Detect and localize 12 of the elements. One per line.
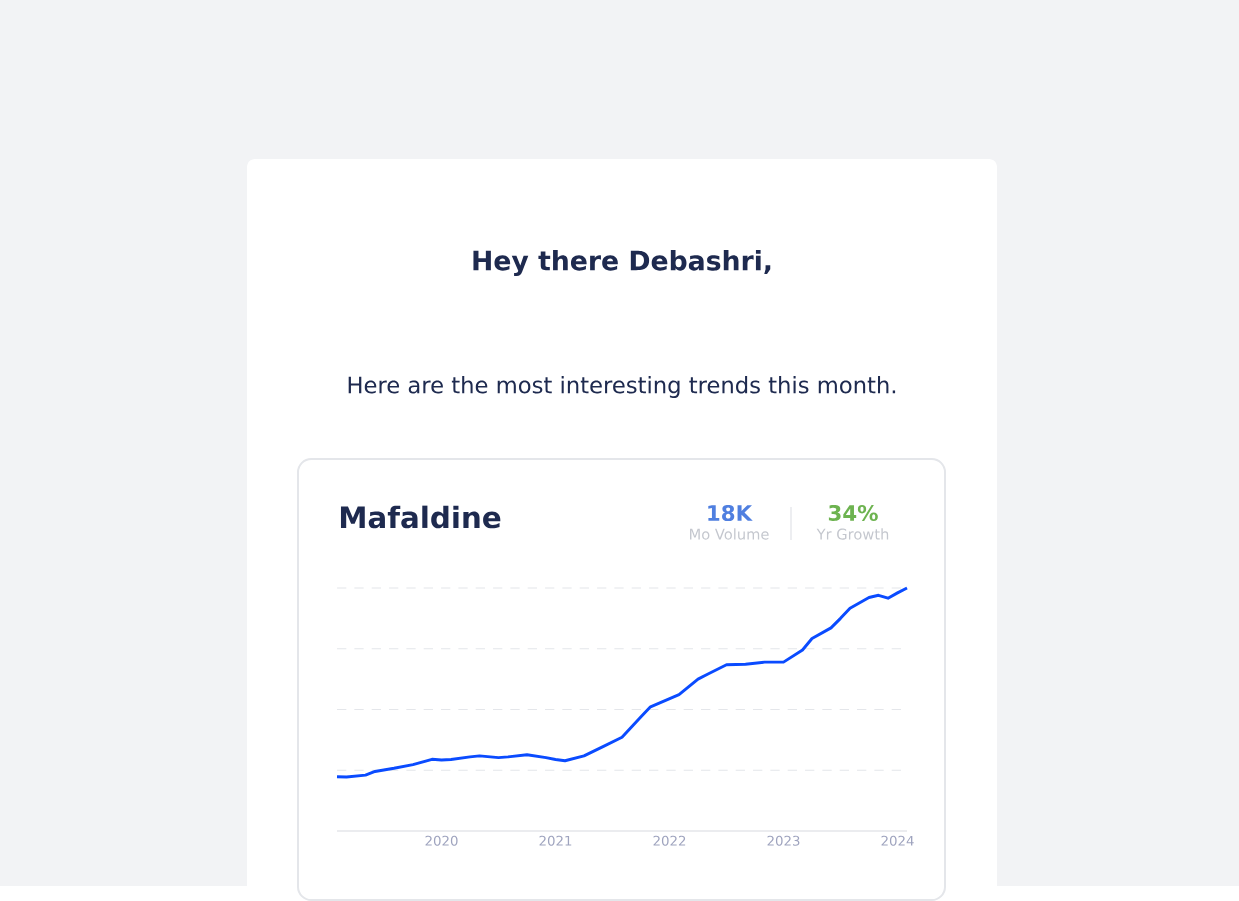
text: Yr Growth [816, 528, 889, 540]
text: Mo Volume [690, 528, 769, 540]
text: Here are the most interesting trends this month. [348, 376, 896, 398]
chart-title: Mafaldine [340, 505, 501, 529]
x-tick-label: 2020 [425, 835, 458, 846]
x-tick-label: 2023 [767, 835, 800, 846]
x-tick-label: 2022 [653, 835, 686, 846]
x-tick-label: 2021 [539, 835, 572, 846]
text: 18K [708, 504, 753, 522]
x-tick-label: 2024 [881, 835, 914, 846]
text: Hey there Debashri, [473, 249, 771, 276]
text: 34% [828, 504, 878, 522]
